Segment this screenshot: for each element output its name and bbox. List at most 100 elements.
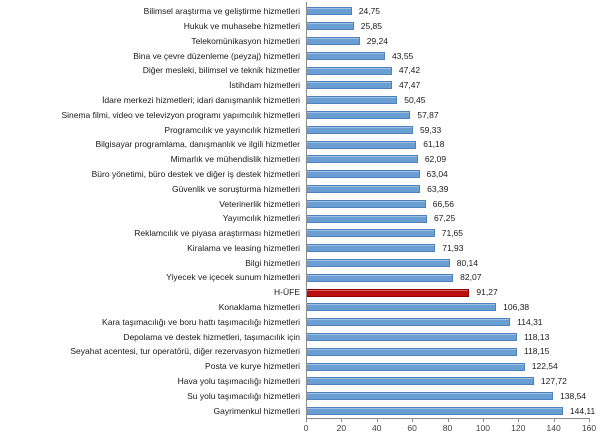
bar-track: 71,93	[306, 241, 600, 256]
bar-value-label: 127,72	[540, 376, 567, 387]
category-label: Diğer mesleki, bilimsel ve teknik hizmet…	[142, 65, 300, 76]
x-axis-tick	[482, 419, 484, 422]
category-label: Programcılık ve yayıncılık hizmetleri	[164, 124, 300, 135]
category-label: Kara taşımacılığı ve boru hattı taşımacı…	[102, 316, 300, 327]
category-label: İdare merkezi hizmetleri; idari danışman…	[102, 94, 300, 105]
bar-track: 25,85	[306, 19, 600, 34]
bar-value-label: 138,54	[560, 390, 587, 401]
bar	[306, 347, 517, 356]
category-label: Su yolu taşımacılığı hizmetleri	[187, 390, 300, 401]
bar	[306, 406, 563, 415]
bar-track: 59,33	[306, 122, 600, 137]
chart-row: Kiralama ve leasing hizmetleri 71,93	[0, 241, 600, 256]
category-label: Bilimsel araştırma ve geliştirme hizmetl…	[143, 6, 300, 17]
bar-value-label: 80,14	[456, 257, 479, 268]
bar-track: 118,15	[306, 344, 600, 359]
bar-track: 144,11	[306, 404, 600, 419]
bar-value-label: 59,33	[419, 124, 442, 135]
bar-value-label: 43,55	[392, 50, 414, 61]
x-axis-tick-label: 120	[511, 423, 526, 433]
x-axis-tick-label: 40	[372, 423, 382, 433]
chart-row: Hava yolu taşımacılığı hizmetleri 127,72	[0, 374, 600, 389]
x-axis-tick-label: 80	[442, 423, 453, 433]
category-label: Bilgi hizmetleri	[245, 257, 300, 268]
x-axis-tick-label: 160	[581, 423, 597, 433]
bar-track: 106,38	[306, 300, 600, 315]
x-axis-tick	[341, 419, 343, 422]
y-axis-line	[306, 2, 307, 419]
bar	[306, 244, 436, 253]
chart-row: Veterinerlik hizmetleri 66,56	[0, 196, 600, 211]
bar-value-label: 114,31	[517, 316, 543, 327]
bar-track: 122,54	[306, 359, 600, 374]
bar-track: 80,14	[306, 256, 600, 271]
bar-value-label: 82,07	[460, 272, 482, 283]
bar-value-label: 61,18	[423, 139, 445, 150]
bar	[306, 332, 517, 341]
chart-row: Diğer mesleki, bilimsel ve teknik hizmet…	[0, 63, 600, 78]
bar	[306, 110, 411, 119]
category-label: Veterinerlik hizmetleri	[219, 198, 300, 209]
bar-track: 71,65	[306, 226, 600, 241]
x-axis-tick-label: 140	[546, 423, 561, 433]
highlight-bar	[306, 288, 470, 297]
bar	[306, 214, 427, 223]
bar-track: 47,42	[306, 63, 600, 78]
chart-row: Posta ve kurye hizmetleri 122,54	[0, 359, 600, 374]
x-axis-tick	[553, 419, 555, 422]
x-axis-tick	[589, 419, 590, 422]
chart-row: İstihdam hizmetleri 47,47	[0, 78, 600, 93]
chart-row: Bilgi hizmetleri 80,14	[0, 256, 600, 271]
x-axis-tick-label: 0	[303, 423, 309, 433]
bar-track: 62,09	[306, 152, 600, 167]
bar-value-label: 63,04	[426, 168, 448, 179]
bar	[306, 377, 534, 386]
bar-track: 47,47	[306, 78, 600, 93]
category-label: Konaklama hizmetleri	[218, 302, 300, 313]
category-label: Kiralama ve leasing hizmetleri	[187, 242, 300, 253]
bar	[306, 362, 525, 371]
bar-track: 82,07	[306, 270, 600, 285]
category-label: Mimarlık ve mühendislik hizmetleri	[170, 154, 300, 165]
chart-row: Bina ve çevre düzenleme (peyzaj) hizmetl…	[0, 48, 600, 63]
bar-track: 63,39	[306, 182, 600, 197]
category-label: Yayımcılık hizmetleri	[222, 213, 300, 224]
x-axis-tick	[412, 419, 414, 422]
bar-value-label: 67,25	[433, 213, 456, 224]
chart-row: Depolama ve destek hizmetleri, taşımacıl…	[0, 330, 600, 345]
bar-track: 66,56	[306, 196, 600, 211]
x-axis-tick-label: 20	[336, 423, 347, 433]
bar	[306, 155, 418, 164]
bar	[306, 170, 420, 179]
bar	[306, 318, 511, 327]
bar	[306, 7, 352, 16]
bar-value-label: 66,56	[432, 198, 454, 209]
category-label: H-ÜFE	[274, 287, 300, 298]
x-axis-tick	[447, 419, 449, 422]
bar	[306, 303, 497, 312]
category-label: Bina ve çevre düzenleme (peyzaj) hizmetl…	[133, 50, 300, 61]
category-label: Hava yolu taşımacılığı hizmetleri	[177, 376, 300, 387]
chart-row: Konaklama hizmetleri 106,38	[0, 300, 600, 315]
bar-value-label: 47,42	[398, 65, 421, 76]
category-label: Reklamcılık ve piyasa araştırması hizmet…	[134, 228, 300, 239]
bar-track: 43,55	[306, 48, 600, 63]
bar-value-label: 47,47	[398, 80, 421, 91]
chart-row: Kara taşımacılığı ve boru hattı taşımacı…	[0, 315, 600, 330]
category-label: İstihdam hizmetleri	[229, 80, 300, 91]
bar-track: 127,72	[306, 374, 600, 389]
category-label: Seyahat acentesi, tur operatörü, diğer r…	[70, 346, 300, 357]
bar	[306, 51, 386, 60]
chart-row: Su yolu taşımacılığı hizmetleri 138,54	[0, 389, 600, 404]
bar-value-label: 29,24	[366, 35, 388, 46]
chart-row: Programcılık ve yayıncılık hizmetleri 59,…	[0, 122, 600, 137]
bar	[306, 229, 435, 238]
chart-row: İdare merkezi hizmetleri; idari danışman…	[0, 93, 600, 108]
bar-value-label: 24,75	[358, 6, 381, 17]
category-label: Yiyecek ve içecek sunum hizmetleri	[166, 272, 300, 283]
chart-row: Sinema filmi, video ve televizyon progra…	[0, 108, 600, 123]
bar	[306, 125, 413, 134]
category-label: Telekomünikasyon hizmetleri	[191, 35, 300, 46]
bar-track: 138,54	[306, 389, 600, 404]
bar-value-label: 25,85	[360, 20, 382, 31]
